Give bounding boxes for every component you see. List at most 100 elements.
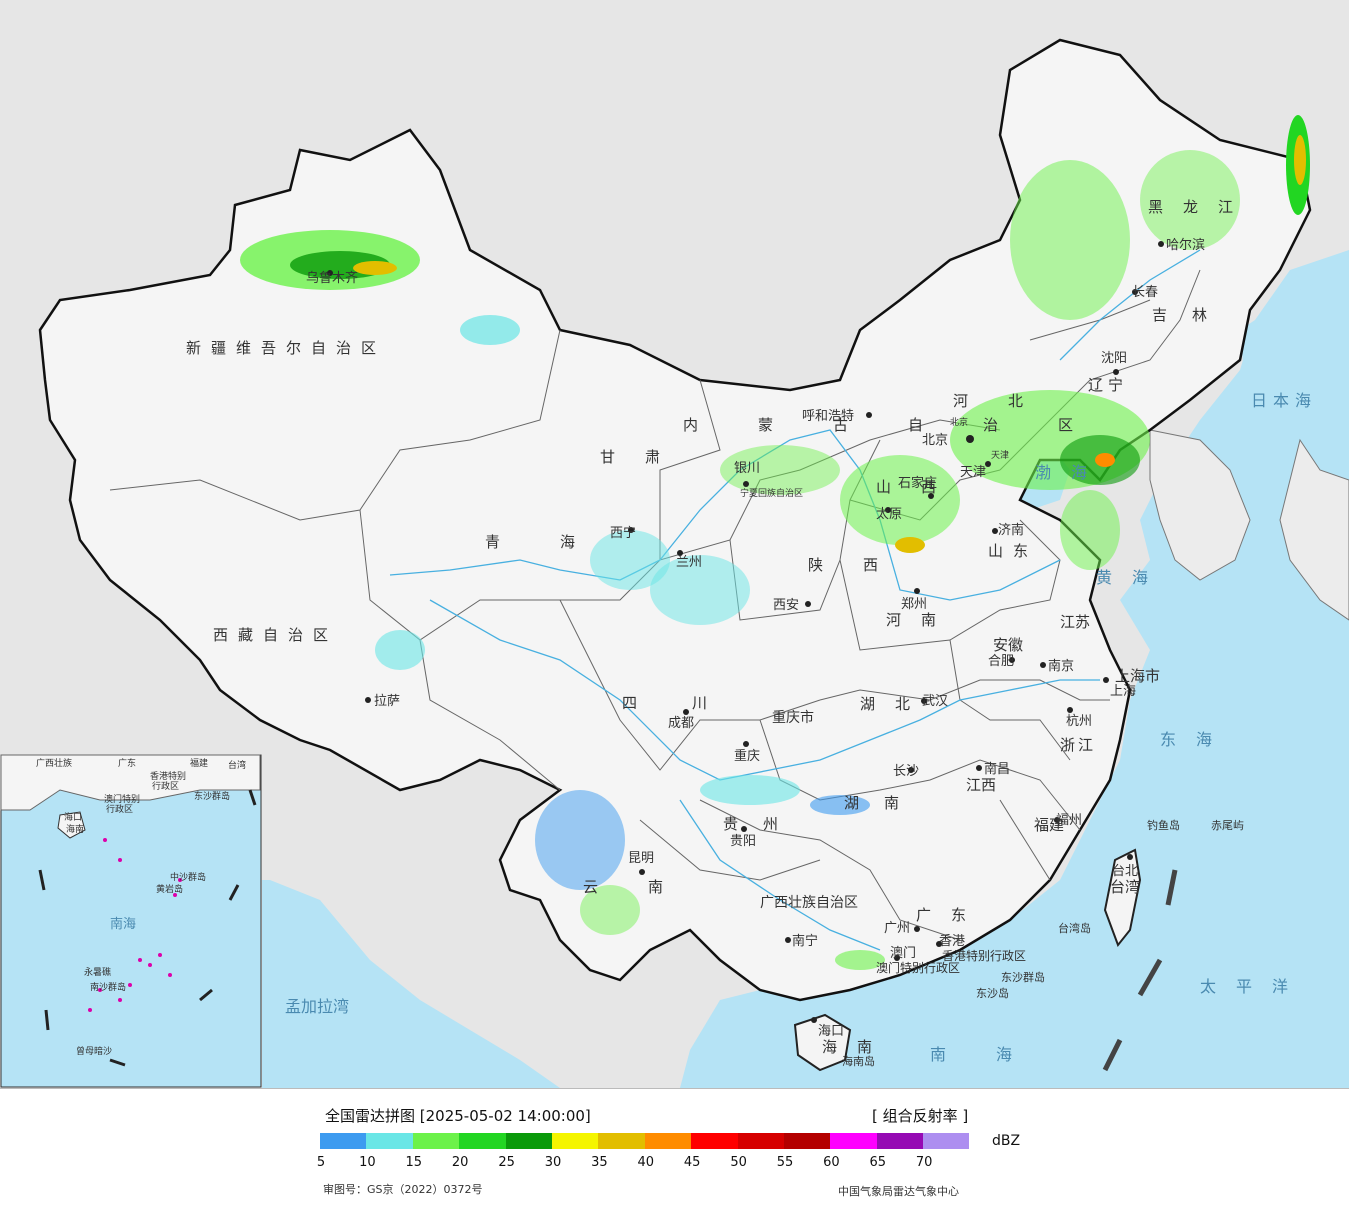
scale-tick-label: 60	[823, 1155, 840, 1170]
color-swatch	[923, 1133, 970, 1149]
scale-tick-label: 50	[730, 1155, 747, 1170]
inset-zengmu: 曾母暗沙	[76, 1045, 112, 1057]
city-lhasa: 拉萨	[374, 694, 400, 709]
label-guangdong: 广东	[916, 906, 986, 924]
label-jiangxi: 江西	[966, 776, 996, 794]
japan-land	[1279, 438, 1349, 621]
label-taiwan: 台湾	[1110, 878, 1140, 896]
city-beijing: 北京	[922, 433, 948, 448]
label-shandong: 山东	[988, 542, 1038, 560]
sea-bengal: 孟加拉湾	[285, 997, 349, 1016]
sea-japan: 日本海	[1251, 391, 1317, 410]
color-swatch	[691, 1133, 738, 1149]
city-nanjing: 南京	[1048, 658, 1074, 674]
island-chiwei: 赤尾屿	[1211, 819, 1244, 832]
city-fuzhou: 福州	[1056, 813, 1082, 828]
bay-of-bengal	[262, 880, 560, 1088]
color-swatch	[505, 1133, 552, 1149]
inset-dongsha: 东沙群岛	[194, 790, 230, 802]
label-neimenggu: 内蒙古自治区	[683, 416, 1133, 434]
label-ningxia: 宁夏回族自治区	[740, 487, 803, 499]
unit-label: dBZ	[992, 1133, 1021, 1149]
city-dots	[327, 241, 1164, 1023]
inset-macao: 澳门特别	[104, 793, 140, 805]
island-dongsha-group: 东沙群岛	[1001, 970, 1045, 984]
city-wuhan: 武汉	[922, 694, 948, 709]
label-shaanxi: 陕西	[808, 556, 918, 574]
label-gansu: 甘肃	[600, 448, 690, 466]
inset-hainan: 海南	[66, 823, 84, 835]
label-zhejiang: 浙江	[1060, 736, 1096, 754]
label-guizhou: 贵州	[723, 815, 803, 833]
color-swatch	[830, 1133, 877, 1149]
color-swatch	[876, 1133, 924, 1149]
inset-huangyan: 黄岩岛	[156, 883, 183, 895]
island-taiwan: 台湾岛	[1058, 921, 1091, 935]
label-hebei: 河北	[953, 392, 1063, 410]
scale-tick-label: 40	[637, 1155, 655, 1170]
south-sea-inset	[0, 754, 262, 1088]
island-hainan: 海南岛	[842, 1054, 875, 1068]
sea-huanghai: 黄海	[1096, 568, 1168, 587]
city-kunming: 昆明	[628, 851, 654, 866]
scale-tick-label: 55	[776, 1155, 794, 1170]
scale-tick-label: 65	[869, 1155, 887, 1170]
scale-tick-label: 5	[316, 1155, 326, 1170]
map-title: 全国雷达拼图 [2025-05-02 14:00:00]	[325, 1107, 591, 1125]
island-dongsha: 东沙岛	[976, 986, 1009, 1000]
inset-hk: 香港特别	[150, 770, 186, 782]
label-guangxi: 广西壮族自治区	[760, 895, 858, 911]
inset-zhongsha: 中沙群岛	[170, 871, 206, 883]
label-henan: 河南	[886, 611, 956, 629]
scale-tick-label: 70	[915, 1155, 933, 1170]
label-hunan: 湖南	[844, 794, 924, 812]
city-jinan: 济南	[998, 522, 1024, 538]
city-macao: 澳门	[890, 945, 916, 961]
scale-tick-label: 25	[498, 1155, 515, 1170]
city-zhengzhou: 郑州	[901, 597, 927, 612]
inset-haikou: 海口	[64, 811, 82, 823]
inset-guangxi: 广西壮族	[36, 757, 72, 769]
label-shanxi: 山西	[876, 478, 966, 496]
color-swatch	[320, 1133, 367, 1149]
city-xining: 西宁	[610, 525, 636, 541]
label-hubei: 湖北	[860, 695, 930, 713]
color-swatch	[366, 1133, 413, 1149]
source-agency: 中国气象局雷达气象中心	[838, 1185, 959, 1198]
label-hainan: 海南	[822, 1038, 892, 1056]
city-changchun: 长春	[1132, 285, 1158, 300]
city-shenyang: 沈阳	[1101, 351, 1127, 366]
city-harbin: 哈尔滨	[1166, 237, 1205, 253]
hainan-land	[793, 1013, 852, 1072]
city-xian: 西安	[773, 598, 799, 613]
inset-macao-2: 行政区	[106, 803, 133, 815]
color-swatch	[644, 1133, 692, 1149]
color-swatch	[412, 1133, 460, 1149]
sea-nanhai: 南海	[930, 1045, 1062, 1064]
sea-donghai: 东海	[1160, 730, 1232, 749]
city-hefei: 合肥	[988, 654, 1014, 669]
legend-panel: 全国雷达拼图 [2025-05-02 14:00:00] [ 组合反射率 ] 5…	[0, 1088, 1349, 1209]
label-xizang: 西藏自治区	[213, 626, 338, 644]
sea-pacific: 太平洋	[1200, 977, 1308, 996]
label-tianjin: 天津	[991, 450, 1009, 461]
city-shijiazhuang: 石家庄	[898, 475, 937, 491]
city-nanchang: 南昌	[984, 761, 1010, 777]
label-qinghai: 青海	[485, 533, 635, 551]
city-nanning: 南宁	[792, 933, 818, 949]
product-type: [ 组合反射率 ]	[872, 1107, 969, 1125]
city-hohhot: 呼和浩特	[802, 409, 854, 424]
radar-map: 新疆维吾尔自治区 西藏自治区 青海 甘肃 内蒙古自治区 四川 云南 黑龙江 吉林…	[0, 0, 1349, 1088]
label-yunnan: 云南	[583, 878, 713, 896]
color-swatch	[783, 1133, 831, 1149]
city-urumqi: 乌鲁木齐	[306, 270, 358, 286]
label-shanghai: 上海市	[1115, 667, 1160, 685]
color-swatch	[459, 1133, 506, 1149]
city-guiyang: 贵阳	[730, 834, 756, 849]
scale-tick-label: 15	[405, 1155, 423, 1170]
city-hangzhou: 杭州	[1066, 714, 1092, 729]
label-anhui: 安徽	[993, 636, 1023, 654]
city-guangzhou: 广州	[884, 921, 910, 936]
inset-yongshu: 永暑礁	[84, 966, 111, 978]
city-lanzhou: 兰州	[676, 555, 702, 570]
